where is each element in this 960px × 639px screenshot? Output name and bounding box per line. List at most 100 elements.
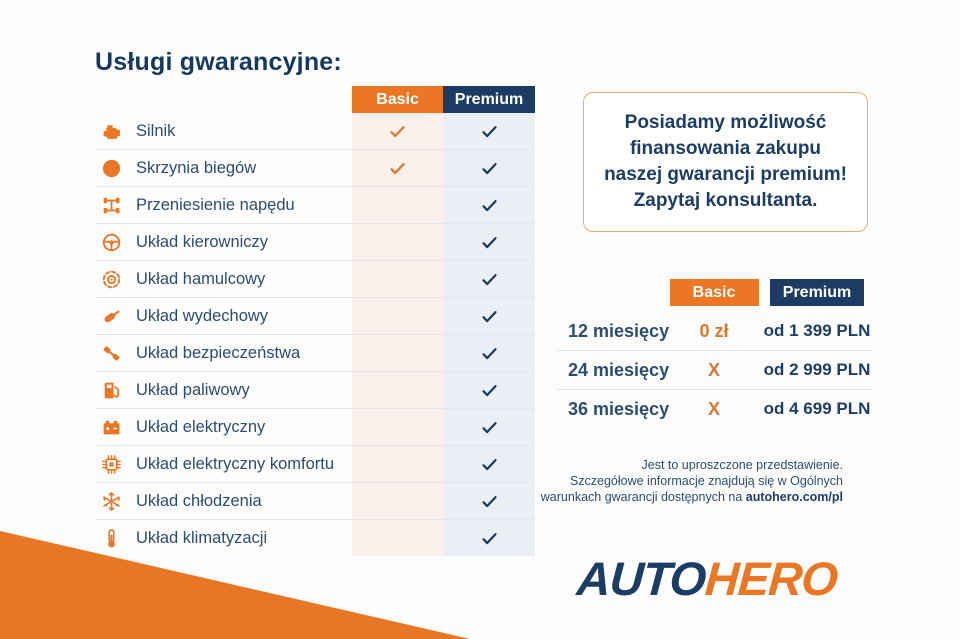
pricing-row: 12 miesięcy 0 zł od 1 399 PLN	[556, 312, 872, 351]
premium-check-cell	[443, 150, 535, 186]
gearbox-icon	[101, 158, 122, 179]
premium-price-header: Premium	[770, 279, 864, 306]
service-label: Silnik	[136, 121, 176, 140]
exhaust-icon	[101, 306, 122, 327]
promo-line: Zapytaj konsultanta.	[633, 190, 818, 211]
pricing-row: 36 miesięcy X od 4 699 PLN	[556, 390, 872, 428]
pricing-table-header: Basic Premium	[556, 279, 872, 306]
premium-price-value: od 2 999 PLN	[763, 360, 871, 379]
table-row: Układ wydechowy	[95, 298, 535, 335]
premium-check-cell	[443, 483, 535, 519]
premium-check-cell	[443, 298, 535, 334]
premium-check-cell	[443, 113, 535, 149]
basic-check-cell	[352, 372, 443, 408]
check-icon	[481, 162, 497, 174]
pricing-row: 24 miesięcy X od 2 999 PLN	[556, 351, 872, 390]
service-label: Układ chłodzenia	[136, 491, 262, 510]
basic-check-cell	[352, 520, 443, 556]
drivetrain-icon	[101, 195, 122, 216]
premium-check-cell	[443, 224, 535, 260]
service-label: Układ bezpieczeństwa	[136, 343, 301, 362]
premium-column-header: Premium	[443, 86, 535, 113]
service-label: Układ klimatyzacji	[136, 528, 268, 547]
service-label: Układ elektryczny komfortu	[136, 454, 335, 473]
table-row: Układ elektryczny	[95, 409, 535, 446]
header-spacer	[556, 279, 666, 306]
check-icon	[481, 236, 497, 248]
service-label: Układ paliwowy	[136, 380, 250, 399]
premium-check-cell	[443, 409, 535, 445]
service-label: Układ wydechowy	[136, 306, 269, 325]
check-icon	[481, 421, 497, 433]
check-icon	[481, 384, 497, 396]
check-icon	[390, 125, 405, 137]
basic-check-cell	[352, 261, 443, 297]
pricing-rows: 12 miesięcy 0 zł od 1 399 PLN 24 miesięc…	[556, 312, 872, 428]
table-row: Układ kierowniczy	[95, 224, 535, 261]
promo-line: Posiadamy możliwość	[624, 112, 827, 133]
premium-check-cell	[443, 335, 535, 371]
thermometer-icon	[101, 528, 122, 549]
basic-price-header: Basic	[669, 279, 759, 306]
page-title: Usługi gwarancyjne:	[95, 48, 342, 76]
services-rows: Silnik Skrzynia biegów Przeniesienie nap…	[95, 113, 535, 556]
table-row: Przeniesienie napędu	[95, 187, 535, 224]
table-row: Układ klimatyzacji	[95, 520, 535, 556]
basic-check-cell	[352, 298, 443, 334]
steering-wheel-icon	[101, 232, 122, 253]
pricing-table: Basic Premium 12 miesięcy 0 zł od 1 399 …	[556, 279, 872, 428]
check-icon	[481, 125, 497, 137]
table-row: Silnik	[95, 113, 535, 150]
chip-icon	[101, 454, 122, 475]
premium-check-cell	[443, 520, 535, 556]
premium-price-value: od 1 399 PLN	[763, 321, 871, 340]
service-label: Układ elektryczny	[136, 417, 266, 436]
promo-line: finansowania zakupu	[629, 138, 822, 159]
premium-check-cell	[443, 446, 535, 482]
header-spacer	[95, 86, 352, 113]
brake-disc-icon	[101, 269, 122, 290]
premium-check-cell	[443, 187, 535, 223]
disclaimer-line: Jest to uproszczone przedstawienie.	[641, 458, 844, 472]
autohero-link[interactable]: autohero.com/pl	[745, 490, 843, 504]
seatbelt-icon	[101, 343, 122, 364]
check-icon	[481, 458, 497, 470]
duration-label: 24 miesięcy	[568, 359, 670, 380]
basic-check-cell	[352, 409, 443, 445]
basic-column-header: Basic	[352, 86, 443, 113]
service-label: Przeniesienie napędu	[136, 195, 295, 214]
disclaimer-line: warunkach gwarancji dostępnych na autohe…	[540, 490, 843, 504]
basic-price-value: X	[707, 398, 720, 419]
services-table: Basic Premium Silnik Skrzynia biegów Prz…	[95, 86, 535, 556]
basic-check-cell	[352, 150, 443, 186]
snowflake-icon	[101, 491, 122, 512]
duration-label: 12 miesięcy	[568, 320, 670, 341]
basic-check-cell	[352, 335, 443, 371]
check-icon	[481, 310, 497, 322]
table-row: Układ elektryczny komfortu	[95, 446, 535, 483]
battery-icon	[101, 417, 122, 438]
table-row: Układ paliwowy	[95, 372, 535, 409]
basic-price-value: 0 zł	[699, 320, 729, 341]
check-icon	[481, 532, 497, 544]
check-icon	[390, 162, 405, 174]
logo-auto-part: AUTO	[575, 552, 708, 605]
disclaimer-line: Szczegółowe informacje znajdują się w Og…	[569, 474, 843, 488]
check-icon	[481, 495, 497, 507]
table-row: Układ chłodzenia	[95, 483, 535, 520]
premium-price-value: od 4 699 PLN	[763, 399, 871, 418]
basic-check-cell	[352, 113, 443, 149]
premium-check-cell	[443, 261, 535, 297]
check-icon	[481, 273, 497, 285]
engine-icon	[101, 121, 122, 142]
service-label: Układ kierowniczy	[136, 232, 269, 251]
fuel-pump-icon	[101, 380, 122, 401]
logo-hero-part: HERO	[703, 552, 839, 605]
basic-check-cell	[352, 483, 443, 519]
basic-check-cell	[352, 224, 443, 260]
autohero-logo: AUTOHERO	[575, 551, 839, 606]
service-label: Skrzynia biegów	[136, 158, 257, 177]
table-row: Układ hamulcowy	[95, 261, 535, 298]
check-icon	[481, 199, 497, 211]
